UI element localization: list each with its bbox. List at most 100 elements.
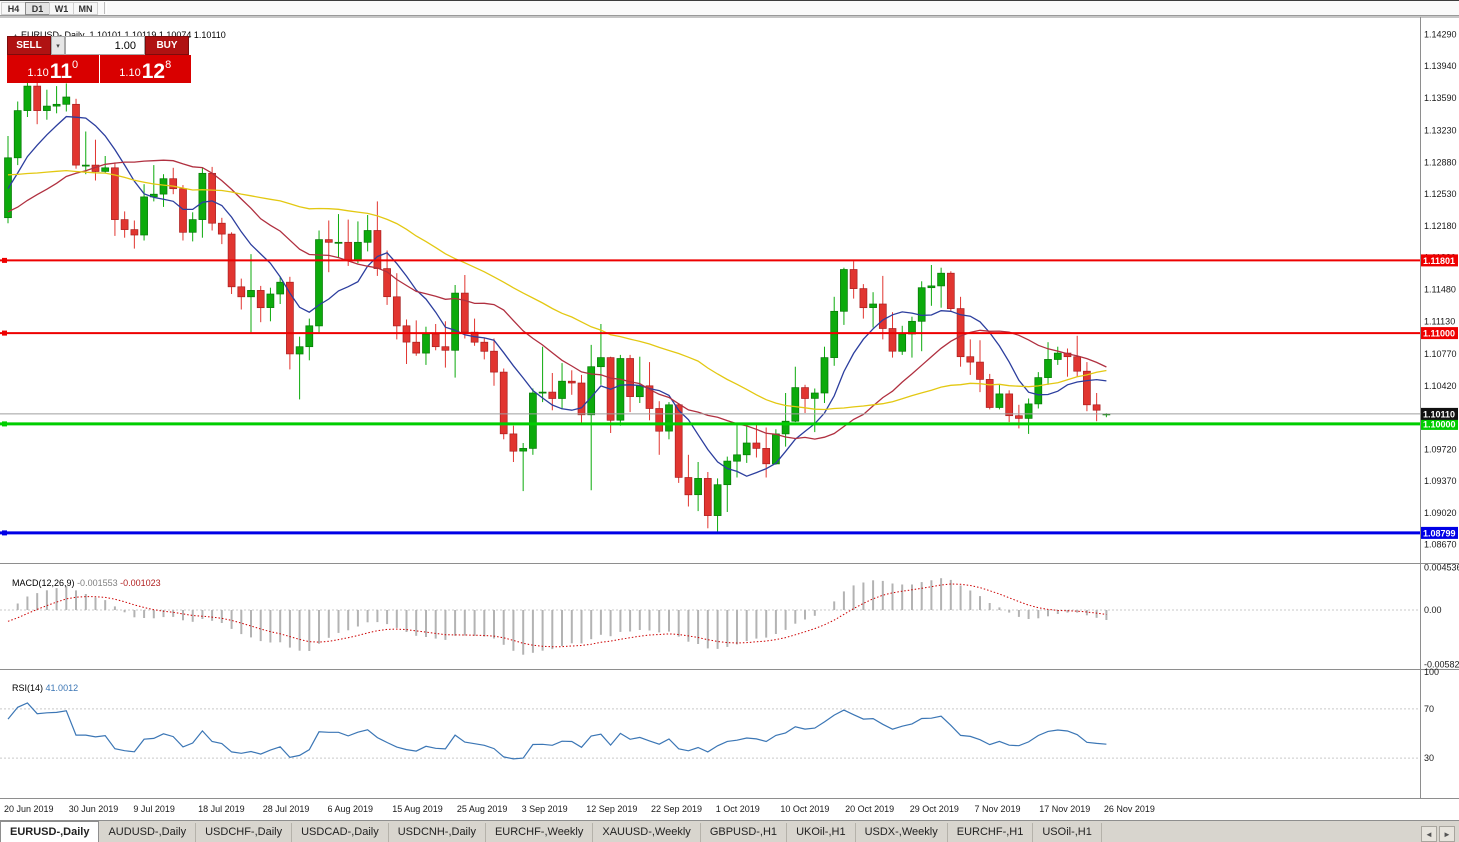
tab-scroll-left-button[interactable]: ◄ <box>1421 826 1437 842</box>
date-label: 25 Aug 2019 <box>457 804 508 814</box>
candle <box>217 222 226 235</box>
chart-tab[interactable]: USDCNH-,Daily <box>389 823 486 842</box>
candle <box>1073 356 1082 372</box>
line-anchor-handle[interactable] <box>2 257 7 263</box>
date-label: 26 Nov 2019 <box>1104 804 1155 814</box>
candle <box>616 358 625 421</box>
volume-input[interactable] <box>65 36 145 55</box>
date-label: 20 Jun 2019 <box>4 804 54 814</box>
price-tick-label: 1.09370 <box>1424 476 1457 486</box>
candle <box>159 178 168 195</box>
candle <box>976 361 984 380</box>
chart-tab[interactable]: USDCHF-,Daily <box>196 823 293 842</box>
date-label: 20 Oct 2019 <box>845 804 894 814</box>
candle <box>849 269 858 289</box>
ask-head: 1.10 <box>119 67 141 79</box>
candle <box>937 272 945 287</box>
line-anchor-handle[interactable] <box>2 330 7 336</box>
price-tick-label: 1.12880 <box>1424 157 1457 167</box>
candle <box>781 420 790 435</box>
candle <box>363 230 372 243</box>
tab-scroll-right-button[interactable]: ► <box>1439 826 1455 842</box>
candle <box>1024 403 1033 419</box>
symbol-ohlc-text: EURUSD-,Daily 1.10101 1.10119 1.10074 1.… <box>20 30 226 40</box>
chart-tab[interactable]: GBPUSD-,H1 <box>701 823 788 842</box>
chart-tab[interactable]: EURUSD-,Daily <box>0 821 100 842</box>
candle <box>1005 393 1014 417</box>
bid-price-display[interactable]: 1.10 11 0 <box>7 55 99 83</box>
rsi-axis-label: 30 <box>1424 753 1434 763</box>
candle <box>101 167 110 172</box>
date-label: 12 Sep 2019 <box>586 804 637 814</box>
candle <box>1044 359 1052 378</box>
candle <box>188 219 197 233</box>
candle <box>237 286 246 298</box>
ask-pips: 12 <box>141 60 166 84</box>
price-tick-label: 1.08670 <box>1424 540 1457 550</box>
timeframe-toolbar: H4 D1 W1 MN <box>0 0 1459 16</box>
buy-button[interactable]: BUY <box>145 36 189 55</box>
candle <box>577 382 586 416</box>
candle <box>985 379 994 408</box>
ma-fast-line <box>7 115 1107 477</box>
price-tick-label: 1.11130 <box>1424 316 1455 326</box>
date-label: 22 Sep 2019 <box>651 804 702 814</box>
candle <box>315 239 323 327</box>
candle <box>684 477 693 496</box>
timeframe-button-h4[interactable]: H4 <box>1 2 26 15</box>
date-label: 29 Oct 2019 <box>910 804 959 814</box>
price-tick-label: 1.13230 <box>1424 126 1457 136</box>
chart-tab[interactable]: UKOil-,H1 <box>787 823 856 842</box>
chart-tab[interactable]: XAUUSD-,Weekly <box>593 823 701 842</box>
price-axis-tag-label: 1.10000 <box>1423 419 1456 429</box>
candle <box>247 290 255 298</box>
candle <box>1015 415 1023 419</box>
chart-tab[interactable]: USDX-,Weekly <box>856 823 948 842</box>
timeframe-button-w1[interactable]: W1 <box>49 2 74 15</box>
ask-pipette: 8 <box>165 59 172 71</box>
date-label: 15 Aug 2019 <box>392 804 443 814</box>
chart-tab[interactable]: EURCHF-,H1 <box>948 823 1034 842</box>
candle <box>655 408 664 432</box>
chart-tab[interactable]: USOil-,H1 <box>1033 823 1102 842</box>
price-tick-label: 1.14290 <box>1424 29 1457 39</box>
candle <box>480 341 489 352</box>
ask-price-display[interactable]: 1.10 12 8 <box>99 55 191 84</box>
candle <box>635 385 644 398</box>
candle <box>286 281 294 355</box>
candle <box>43 105 51 111</box>
macd-signal-value: -0.001023 <box>120 578 161 588</box>
sell-button[interactable]: SELL <box>7 36 51 55</box>
chart-tab[interactable]: AUDUSD-,Daily <box>99 823 197 842</box>
price-axis-tag <box>1421 327 1458 340</box>
candle <box>1083 370 1091 406</box>
date-label: 7 Nov 2019 <box>975 804 1021 814</box>
candle <box>422 333 430 354</box>
price-axis-tag-label: 1.11801 <box>1423 256 1455 266</box>
candle <box>1092 404 1101 411</box>
candle <box>460 292 469 333</box>
chart-tab[interactable]: EURCHF-,Weekly <box>486 823 594 842</box>
line-anchor-handle[interactable] <box>2 421 7 427</box>
candle <box>723 460 732 486</box>
candle <box>820 357 829 394</box>
candle <box>499 371 508 435</box>
candle <box>72 103 80 166</box>
candle <box>888 328 897 352</box>
volume-dropdown-button[interactable]: ▾ <box>51 36 65 55</box>
candle <box>179 188 187 233</box>
date-label: 1 Oct 2019 <box>716 804 760 814</box>
candle <box>13 110 22 159</box>
timeframe-button-mn[interactable]: MN <box>73 2 98 15</box>
price-axis-tag-label: 1.10110 <box>1423 409 1455 419</box>
candle <box>52 103 61 107</box>
chart-tab[interactable]: USDCAD-,Daily <box>292 823 389 842</box>
date-label: 18 Jul 2019 <box>198 804 245 814</box>
candle <box>840 269 848 312</box>
line-anchor-handle[interactable] <box>2 530 7 536</box>
timeframe-button-d1[interactable]: D1 <box>25 2 50 15</box>
candle <box>276 281 285 295</box>
candle <box>917 287 926 322</box>
